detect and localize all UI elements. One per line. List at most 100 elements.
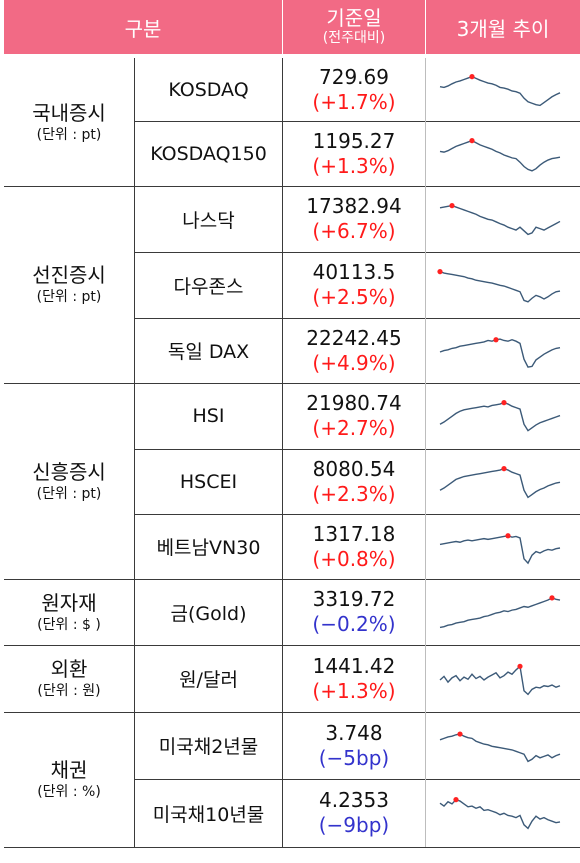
row-value: 3319.72 <box>312 587 396 611</box>
row-name: 미국채10년물 <box>152 803 265 826</box>
header-trend: 3개월 추이 <box>426 0 580 54</box>
row-value-cell: 4.2353 (−9bp) <box>283 779 425 847</box>
row-name: 미국채2년물 <box>158 736 259 758</box>
sparkline-path <box>439 597 561 629</box>
row-value-cell: 1195.27 (+1.3%) <box>283 121 425 186</box>
sparkline-path <box>439 664 561 695</box>
row-value-cell: 17382.94 (+6.7%) <box>283 186 425 252</box>
sparkline-path <box>439 401 561 432</box>
row-sparkline <box>439 730 561 762</box>
sparkline-path <box>439 337 561 368</box>
row-value: 21980.74 <box>306 391 402 415</box>
header-base-date: 기준일 (전주대비) <box>283 0 425 54</box>
grid-line <box>135 779 580 780</box>
row-name: 금(Gold) <box>170 602 247 625</box>
sparkline-path <box>439 204 561 236</box>
row-name: 다우존스 <box>173 275 244 298</box>
row-value: 1195.27 <box>312 128 396 153</box>
sparkline-path <box>439 798 561 830</box>
row-sparkline <box>439 797 561 830</box>
row-change: (−5bp) <box>318 745 390 770</box>
row-sparkline <box>439 532 561 564</box>
row-name: 원/달러 <box>179 669 238 691</box>
sparkline-path <box>439 139 561 172</box>
row-value: 8080.54 <box>312 456 396 481</box>
sparkline-marker <box>437 269 443 275</box>
sparkline-marker <box>501 465 507 471</box>
row-name: 베트남VN30 <box>156 537 261 559</box>
group-name: 선진증시 <box>32 263 106 288</box>
group-domestic: 국내증시 (단위 : pt) <box>4 58 134 186</box>
header-base-date-sub: (전주대비) <box>322 30 386 47</box>
grid-line <box>4 712 580 713</box>
row-value: 1441.42 <box>312 653 396 678</box>
row-value: 729.69 <box>319 64 389 89</box>
row-change: (+4.9%) <box>312 350 396 375</box>
group-name: 외환 <box>50 657 88 682</box>
row-value-cell: 3.748 (−5bp) <box>283 712 425 779</box>
sparkline-marker <box>469 73 475 79</box>
row-value: 40113.5 <box>312 260 396 284</box>
row-sparkline <box>439 73 561 106</box>
group-unit: (단위 : %) <box>37 784 101 801</box>
sparkline-marker <box>457 730 463 737</box>
grid-line <box>4 383 580 384</box>
header-trend-label: 3개월 추이 <box>456 16 550 41</box>
row-value-cell: 729.69 (+1.7%) <box>283 58 425 121</box>
group-name: 원자재 <box>41 590 97 615</box>
grid-line <box>4 186 580 187</box>
sparkline-marker <box>549 595 555 601</box>
grid-line <box>4 579 580 580</box>
group-unit: (단위 : 원) <box>37 683 101 700</box>
row-value: 22242.45 <box>306 325 402 350</box>
row-sparkline <box>439 137 561 172</box>
grid-line <box>4 847 580 848</box>
row-name: HSCEI <box>179 470 238 493</box>
group-unit: (단위 : pt) <box>36 126 102 143</box>
group-name: 국내증시 <box>32 100 106 125</box>
row-change: (+2.7%) <box>312 416 396 440</box>
group-unit: (단위 : $ ) <box>37 616 101 633</box>
row-sparkline <box>437 269 561 303</box>
row-change: (−0.2%) <box>312 612 396 636</box>
row-change: (+1.3%) <box>312 153 396 178</box>
row-value: 17382.94 <box>306 194 402 218</box>
group-developed: 선진증시 (단위 : pt) <box>4 186 134 383</box>
group-emerging: 신흥증시 (단위 : pt) <box>4 383 134 579</box>
row-value-cell: 40113.5 (+2.5%) <box>283 252 425 318</box>
sparkline-marker <box>453 797 459 803</box>
row-change: (+2.3%) <box>312 481 396 506</box>
sparkline-marker <box>493 336 499 342</box>
grid-line <box>425 58 426 847</box>
row-value: 3.748 <box>325 720 383 745</box>
row-sparkline <box>439 465 561 498</box>
row-value-cell: 21980.74 (+2.7%) <box>283 383 425 449</box>
row-name: 나스닥 <box>182 209 235 232</box>
grid-line <box>135 514 580 515</box>
header-base-date-label: 기준일 <box>326 6 382 31</box>
group-fx: 외환 (단위 : 원) <box>4 645 134 712</box>
sparkline-marker <box>517 663 523 669</box>
grid-line <box>134 58 135 847</box>
header-category-label: 구분 <box>124 16 162 41</box>
row-change: (+1.7%) <box>312 89 396 114</box>
sparkline-path <box>439 75 561 106</box>
row-value: 1317.18 <box>312 521 396 546</box>
group-name: 채권 <box>50 758 88 783</box>
row-sparkline <box>439 336 561 368</box>
sparkline-marker <box>469 137 475 143</box>
row-sparkline <box>439 663 561 695</box>
sparkline-marker <box>449 203 455 209</box>
row-sparkline <box>439 400 561 432</box>
group-unit: (단위 : pt) <box>36 485 102 502</box>
grid-line <box>135 121 580 122</box>
sparkline-path <box>439 732 561 762</box>
row-name: KOSDAQ <box>168 78 249 101</box>
grid-line <box>282 58 283 847</box>
grid-line <box>135 449 580 450</box>
group-commodity: 원자재 (단위 : $ ) <box>4 579 134 645</box>
grid-line <box>135 252 580 253</box>
row-value-cell: 8080.54 (+2.3%) <box>283 449 425 514</box>
group-unit: (단위 : pt) <box>36 289 102 306</box>
row-sparkline <box>439 595 561 629</box>
